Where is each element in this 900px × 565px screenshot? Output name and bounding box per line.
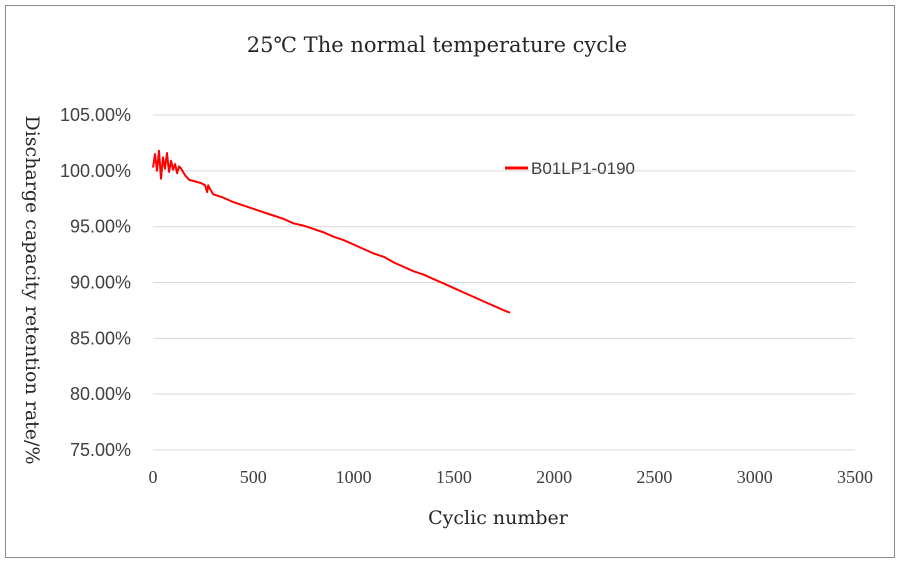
x-tick-label: 3000 bbox=[737, 467, 773, 487]
series-line bbox=[152, 149, 511, 314]
legend: B01LP1-0190 bbox=[505, 159, 635, 178]
y-tick-label: 75.00% bbox=[70, 440, 131, 460]
x-axis-title: Cyclic number bbox=[428, 507, 569, 529]
y-tick-label: 85.00% bbox=[70, 328, 131, 348]
x-tick-label: 500 bbox=[240, 467, 267, 487]
x-tick-label: 2000 bbox=[536, 467, 572, 487]
x-tick-label: 3500 bbox=[837, 467, 873, 487]
x-tick-label: 1000 bbox=[336, 467, 372, 487]
chart-frame bbox=[5, 5, 895, 558]
x-tick-labels: 0 500 1000 1500 2000 2500 3000 3500 bbox=[149, 467, 874, 487]
series-layer bbox=[152, 149, 511, 314]
y-tick-label: 100.00% bbox=[60, 161, 131, 181]
chart-title: 25℃ The normal temperature cycle bbox=[247, 33, 627, 57]
y-tick-label: 95.00% bbox=[70, 217, 131, 237]
y-tick-label: 105.00% bbox=[60, 105, 131, 125]
x-tick-label: 0 bbox=[149, 467, 158, 487]
y-tick-label: 90.00% bbox=[70, 273, 131, 293]
y-tick-label: 80.00% bbox=[70, 384, 131, 404]
y-tick-labels: 75.00% 80.00% 85.00% 90.00% 95.00% 100.00% 105… bbox=[60, 105, 131, 460]
grid-lines bbox=[153, 114, 855, 451]
y-axis-title: Discharge capacity retention rate/% bbox=[21, 116, 43, 465]
legend-label: B01LP1-0190 bbox=[531, 159, 635, 178]
x-tick-label: 1500 bbox=[436, 467, 472, 487]
x-tick-label: 2500 bbox=[636, 467, 672, 487]
